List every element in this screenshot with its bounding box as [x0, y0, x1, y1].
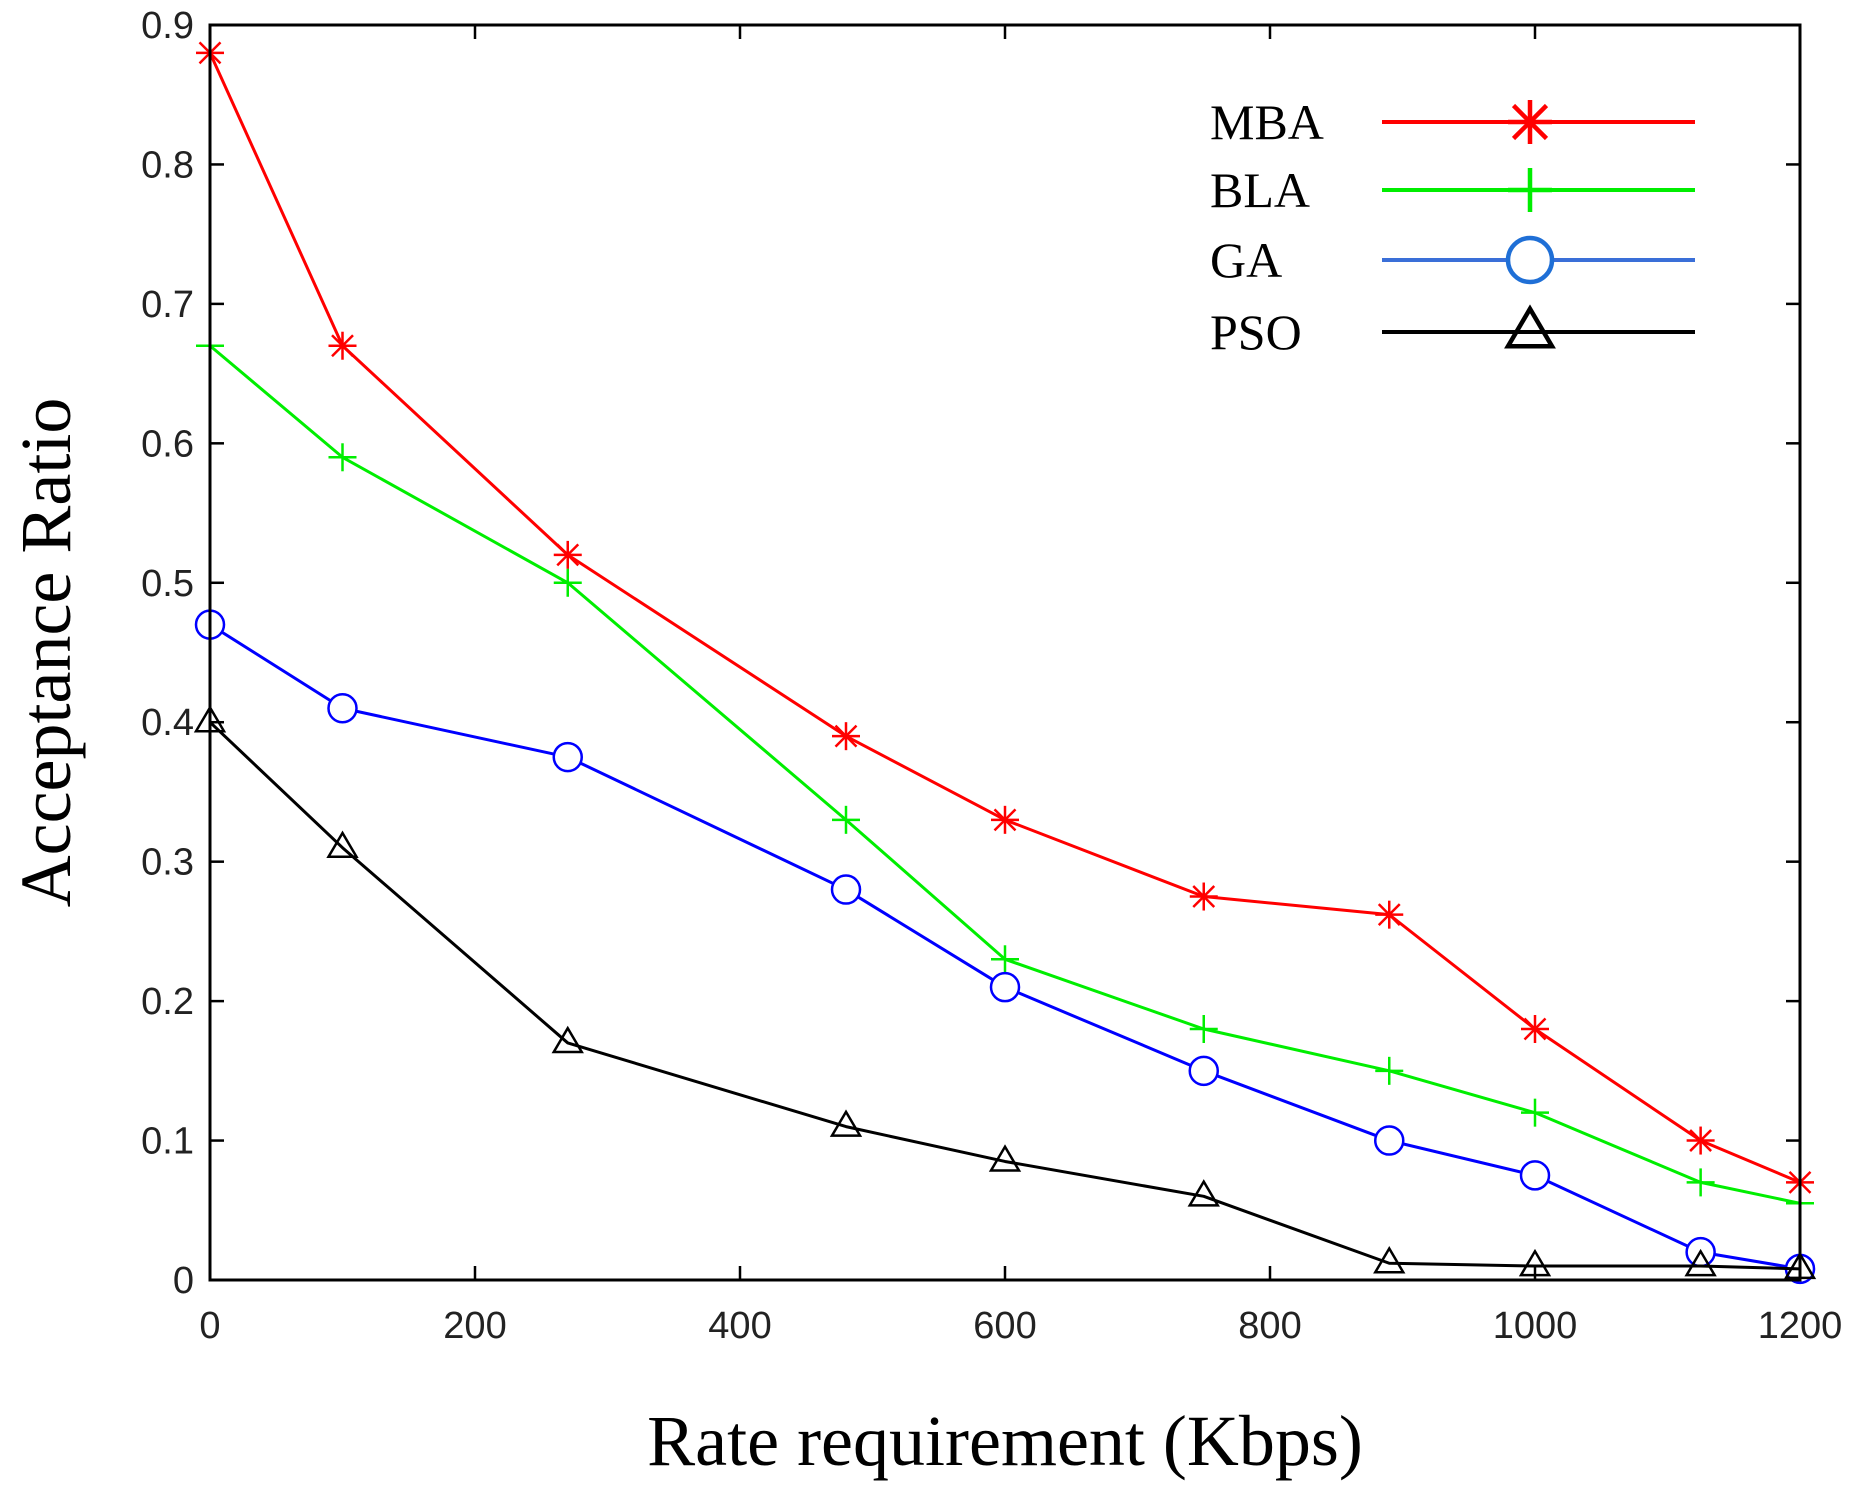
data-point-bla — [832, 805, 860, 834]
marker-stroke — [1192, 885, 1216, 908]
y-tick-label: 0.9 — [141, 5, 194, 47]
y-tick-label: 0.1 — [141, 1121, 194, 1163]
series-line-ga — [209, 623, 1801, 1271]
data-point-mba — [1375, 900, 1404, 929]
y-tick-label: 0.5 — [141, 563, 194, 605]
marker-stroke — [1689, 1129, 1713, 1152]
marker-circle — [552, 741, 583, 773]
data-point-pso — [1684, 1248, 1717, 1277]
data-point-mba — [832, 722, 860, 751]
legend-marker-mba — [1508, 100, 1552, 144]
y-tick-label: 0.6 — [141, 423, 194, 465]
data-point-pso — [988, 1144, 1022, 1172]
marker-triangle — [551, 1025, 584, 1054]
data-point-mba — [553, 540, 582, 569]
legend-entry-ga: GA — [1210, 232, 1695, 288]
series-pso — [193, 705, 1817, 1280]
marker-triangle — [1504, 304, 1556, 349]
legend: MBA BLA GA PSO — [1210, 94, 1695, 360]
legend-marker-ga — [1505, 235, 1555, 285]
marker-circle — [989, 971, 1021, 1003]
marker-triangle — [1187, 1179, 1220, 1207]
marker-stroke — [1523, 1017, 1547, 1041]
data-point-ga — [1374, 1125, 1405, 1156]
data-point-mba — [991, 805, 1019, 834]
legend-label-mba: MBA — [1210, 94, 1324, 150]
marker-stroke — [1511, 103, 1549, 141]
x-axis-title: Rate requirement (Kbps) — [647, 1401, 1363, 1481]
x-tick-label: 600 — [973, 1305, 1036, 1347]
x-tick-label: 400 — [708, 1305, 771, 1347]
data-point-ga — [1188, 1055, 1219, 1087]
x-tick-label: 0 — [199, 1305, 220, 1347]
data-point-bla — [1686, 1168, 1715, 1197]
data-point-mba — [328, 331, 357, 360]
x-tick-label: 1200 — [1758, 1305, 1843, 1347]
data-point-ga — [989, 971, 1021, 1003]
legend-label-ga: GA — [1210, 232, 1282, 288]
marker-triangle — [326, 830, 359, 859]
marker-circle — [1374, 1125, 1405, 1156]
x-tick-label: 800 — [1238, 1305, 1301, 1347]
data-point-pso — [551, 1025, 584, 1054]
legend-marker-bla — [1508, 168, 1552, 212]
data-point-bla — [553, 568, 582, 597]
data-point-ga — [552, 741, 583, 773]
legend-entry-bla: BLA — [1210, 162, 1695, 218]
marker-circle — [1505, 235, 1555, 285]
data-point-ga — [1519, 1160, 1551, 1191]
data-point-mba — [1521, 1015, 1549, 1043]
data-point-pso — [829, 1109, 863, 1137]
y-tick-label: 0.3 — [141, 842, 194, 884]
y-tick-label: 0 — [173, 1260, 194, 1302]
marker-triangle — [988, 1144, 1022, 1172]
y-axis-title: Acceptance Ratio — [6, 398, 86, 908]
marker-triangle — [829, 1109, 863, 1137]
marker-circle — [1519, 1160, 1551, 1191]
legend-label-bla: BLA — [1210, 162, 1310, 218]
legend-entry-mba: MBA — [1210, 94, 1695, 150]
marker-triangle — [1373, 1246, 1406, 1274]
legend-entry-pso: PSO — [1210, 304, 1695, 360]
data-point-bla — [1521, 1098, 1549, 1127]
series-layer — [193, 38, 1817, 1285]
legend-label-pso: PSO — [1210, 304, 1302, 360]
data-point-mba — [1686, 1126, 1715, 1155]
x-tick-label: 200 — [443, 1305, 506, 1347]
marker-stroke — [834, 724, 858, 748]
data-point-pso — [1373, 1246, 1406, 1274]
marker-circle — [1188, 1055, 1219, 1087]
series-line-bla — [209, 344, 1801, 1205]
axis-ticks: 0 200 400 600 800 1000 1200 0 0.1 0.2 0.3 0.4 0.5 0.6… — [141, 5, 1842, 1347]
marker-stroke — [1377, 903, 1401, 927]
data-point-bla — [328, 443, 357, 472]
marker-triangle — [1684, 1248, 1717, 1277]
data-point-pso — [1187, 1179, 1220, 1207]
marker-circle — [327, 693, 358, 724]
data-point-bla — [1375, 1056, 1404, 1085]
data-point-bla — [1189, 1015, 1218, 1043]
marker-stroke — [556, 543, 580, 567]
series-line-pso — [208, 721, 1801, 1271]
y-tick-label: 0.8 — [141, 144, 194, 186]
marker-stroke — [993, 808, 1017, 832]
marker-circle — [830, 874, 862, 905]
data-point-mba — [1189, 882, 1218, 911]
series-line-mba — [208, 52, 1801, 1184]
legend-marker-pso — [1504, 304, 1556, 349]
y-tick-label: 0.7 — [141, 284, 194, 326]
x-tick-label: 1000 — [1493, 1305, 1578, 1347]
data-point-bla — [991, 945, 1019, 974]
marker-stroke — [331, 334, 354, 358]
series-ga — [194, 609, 1816, 1285]
y-tick-label: 0.4 — [141, 702, 194, 744]
y-tick-label: 0.2 — [141, 981, 194, 1023]
data-point-ga — [830, 874, 862, 905]
data-point-pso — [326, 830, 359, 859]
data-point-ga — [327, 693, 358, 724]
